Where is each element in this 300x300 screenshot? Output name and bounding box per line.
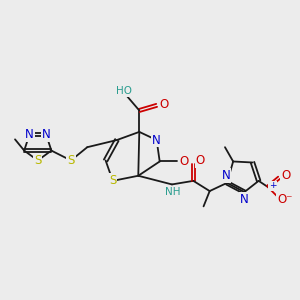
Text: N: N — [240, 193, 249, 206]
Text: O: O — [179, 155, 188, 168]
Text: N: N — [152, 134, 161, 147]
Text: N: N — [25, 128, 34, 141]
Text: N: N — [42, 128, 51, 141]
Text: +: + — [269, 182, 277, 190]
Text: S: S — [34, 154, 41, 167]
Text: O⁻: O⁻ — [278, 193, 293, 206]
Text: O: O — [159, 98, 168, 111]
Text: NH: NH — [165, 187, 181, 197]
Text: S: S — [67, 154, 75, 167]
Text: O: O — [281, 169, 290, 182]
Text: O: O — [196, 154, 205, 167]
Text: N: N — [222, 169, 230, 182]
Text: HO: HO — [116, 86, 132, 96]
Text: S: S — [109, 174, 116, 188]
